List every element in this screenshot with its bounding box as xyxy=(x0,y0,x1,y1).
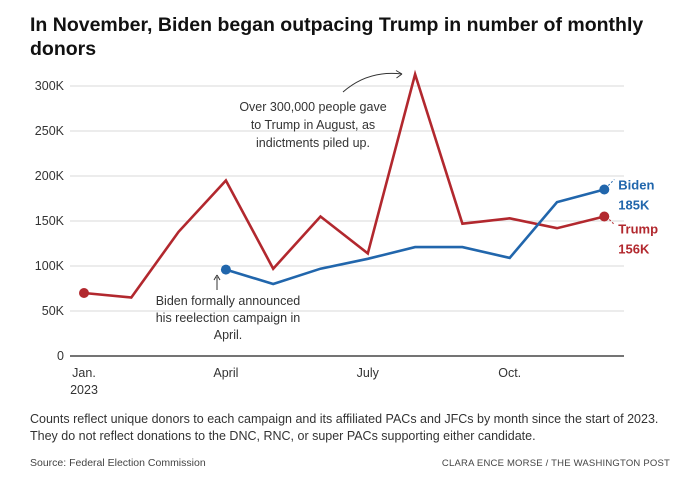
biden-end-value-label: 185K xyxy=(618,198,650,213)
chart-title: In November, Biden began outpacing Trump… xyxy=(30,14,644,60)
annotation-august-arrowhead xyxy=(395,70,403,79)
x-tick-label: 2023 xyxy=(70,383,98,397)
series-line-trump xyxy=(83,69,605,299)
annotation-august-line: Over 300,000 people gave xyxy=(239,100,386,114)
y-tick-label: 150K xyxy=(35,214,65,228)
series-line-biden xyxy=(225,188,605,286)
trump-label-connector xyxy=(608,219,615,225)
annotation-april-line: Biden formally announced xyxy=(156,294,301,308)
annotation-april-line: April. xyxy=(214,328,242,342)
series-labels: Biden 185K Trump 156K xyxy=(607,178,658,257)
biden-series-name-label: Biden xyxy=(618,178,654,193)
x-tick-label: April xyxy=(213,366,238,380)
annotation-august-line: to Trump in August, as xyxy=(251,118,375,132)
trump-series-name-label: Trump xyxy=(618,222,658,237)
credit-line: CLARA ENCE MORSE / THE WASHINGTON POST xyxy=(441,458,670,469)
series-start-point-biden xyxy=(220,264,231,275)
annotation-august-arrow xyxy=(342,72,403,93)
x-tick-label: July xyxy=(357,366,380,380)
trump-end-value-label: 156K xyxy=(618,242,650,257)
y-tick-label: 0 xyxy=(57,349,64,363)
annotation-april-arrowhead xyxy=(213,274,221,281)
biden-label-connector xyxy=(607,179,615,186)
x-tick-label: Jan. xyxy=(72,366,96,380)
gridlines xyxy=(70,85,624,312)
series-end-point-biden xyxy=(599,184,610,195)
y-tick-label: 100K xyxy=(35,259,65,273)
y-tick-label: 250K xyxy=(35,124,65,138)
series-start-point-trump xyxy=(79,288,89,298)
y-tick-label: 300K xyxy=(35,79,65,93)
annotation-april-line: his reelection campaign in xyxy=(156,311,301,325)
series-end-point-trump xyxy=(599,211,610,222)
y-tick-label: 200K xyxy=(35,169,65,183)
y-tick-label: 50K xyxy=(42,304,65,318)
source-line: Source: Federal Election Commission xyxy=(30,457,206,469)
x-tick-label: Oct. xyxy=(498,366,521,380)
series-lines xyxy=(79,69,610,299)
chart-note: Counts reflect unique donors to each cam… xyxy=(30,412,659,443)
axes: 0 50K 100K 150K 200K 250K 300K Jan. 2023 April Jul… xyxy=(35,79,624,397)
annotation-august-line: indictments piled up. xyxy=(256,136,370,150)
annotations: Over 300,000 people gave to Trump in Augu… xyxy=(156,70,403,342)
